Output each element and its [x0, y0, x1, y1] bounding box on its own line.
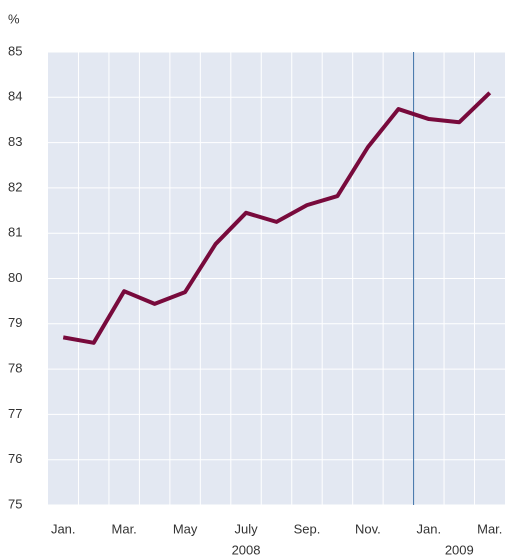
- year-label: 2008: [232, 542, 261, 557]
- x-tick-label: Sep.: [294, 521, 321, 536]
- y-tick-label: 81: [8, 225, 22, 240]
- data-line: [62, 91, 492, 345]
- y-tick-label: 78: [8, 361, 22, 376]
- y-tick-label: 82: [8, 179, 22, 194]
- x-tick-label: Mar.: [112, 521, 137, 536]
- y-tick-label: 79: [8, 315, 22, 330]
- year-label: 2009: [445, 542, 474, 557]
- y-tick-label: 83: [8, 134, 22, 149]
- x-tick-label: Jan.: [51, 521, 76, 536]
- y-tick-label: 77: [8, 406, 22, 421]
- x-tick-label: Mar.: [477, 521, 502, 536]
- y-axis-label: %: [8, 11, 20, 26]
- y-tick-label: 85: [8, 43, 22, 58]
- y-tick-label: 80: [8, 270, 22, 285]
- y-tick-label: 84: [8, 89, 22, 104]
- x-tick-label: July: [234, 521, 258, 536]
- y-tick-label: 75: [8, 496, 22, 511]
- x-tick-label: Nov.: [355, 521, 381, 536]
- x-tick-label: Jan.: [417, 521, 442, 536]
- x-tick-label: May: [173, 521, 198, 536]
- y-tick-label: 76: [8, 451, 22, 466]
